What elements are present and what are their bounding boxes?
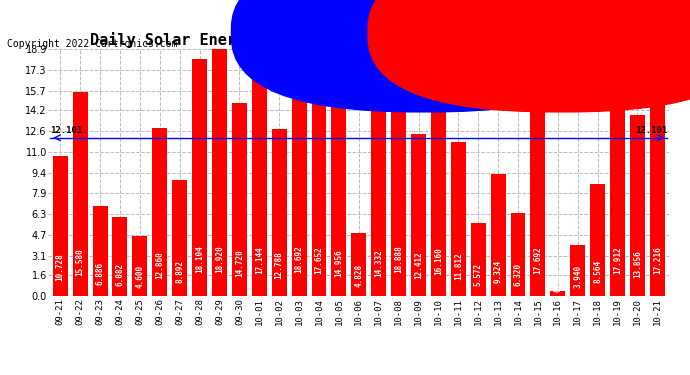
Bar	[391, 49, 406, 296]
Text: 17.912: 17.912	[613, 246, 622, 273]
Text: 12.412: 12.412	[414, 252, 423, 279]
Bar	[351, 233, 366, 296]
Text: 10.728: 10.728	[56, 254, 65, 281]
Text: 12.788: 12.788	[275, 251, 284, 279]
Bar	[252, 72, 267, 296]
Text: 18.692: 18.692	[295, 245, 304, 273]
Text: 6.886: 6.886	[95, 262, 105, 285]
Bar	[172, 180, 187, 296]
Title: Daily Solar Energy & Average  Production  Sat Oct 22  18:01: Daily Solar Energy & Average Production …	[90, 32, 628, 48]
Bar	[371, 109, 386, 296]
Bar	[292, 51, 306, 296]
Bar	[650, 71, 665, 296]
Text: 5.572: 5.572	[474, 263, 483, 286]
Text: 4.600: 4.600	[135, 264, 144, 288]
Text: 14.956: 14.956	[335, 249, 344, 277]
Text: 14.720: 14.720	[235, 249, 244, 277]
Bar	[610, 62, 625, 296]
Text: 17.216: 17.216	[653, 246, 662, 274]
Bar	[411, 134, 426, 296]
Text: 8.564: 8.564	[593, 260, 602, 284]
Text: 18.888: 18.888	[394, 245, 403, 273]
Text: 11.812: 11.812	[454, 252, 463, 280]
Text: 17.692: 17.692	[533, 246, 542, 274]
Text: 12.860: 12.860	[155, 251, 164, 279]
Bar	[511, 213, 526, 296]
Bar	[431, 85, 446, 296]
Text: 16.160: 16.160	[434, 248, 443, 275]
Text: 6.320: 6.320	[513, 262, 522, 286]
Text: 0.388: 0.388	[553, 269, 562, 292]
Bar	[152, 128, 167, 296]
Text: 9.324: 9.324	[493, 260, 502, 282]
Bar	[92, 206, 108, 296]
Bar	[491, 174, 506, 296]
Text: 18.104: 18.104	[195, 246, 204, 273]
Bar	[311, 65, 326, 296]
Text: 6.082: 6.082	[115, 263, 124, 286]
Text: 17.144: 17.144	[255, 247, 264, 274]
Bar	[551, 291, 565, 296]
FancyBboxPatch shape	[232, 0, 617, 112]
Bar	[212, 48, 227, 296]
Bar	[570, 244, 585, 296]
Text: 18.920: 18.920	[215, 245, 224, 273]
Bar	[451, 142, 466, 296]
Text: 3.940: 3.940	[573, 265, 582, 288]
Text: 12.101: 12.101	[635, 126, 667, 135]
Bar	[72, 92, 88, 296]
FancyBboxPatch shape	[368, 0, 690, 112]
Text: 17.652: 17.652	[315, 246, 324, 274]
Text: Copyright 2022 Cartronics.com: Copyright 2022 Cartronics.com	[7, 39, 177, 50]
Bar	[630, 115, 645, 296]
Bar	[590, 184, 605, 296]
Bar	[331, 100, 346, 296]
Bar	[531, 64, 545, 296]
Bar	[232, 104, 247, 296]
Bar	[52, 156, 68, 296]
Text: Average(kWh): Average(kWh)	[433, 28, 509, 38]
Text: 14.332: 14.332	[374, 249, 383, 277]
Bar	[192, 59, 207, 296]
Text: 8.892: 8.892	[175, 260, 184, 283]
Text: Daily(kWh): Daily(kWh)	[570, 28, 633, 38]
Text: 13.856: 13.856	[633, 250, 642, 278]
Bar	[471, 223, 486, 296]
Text: 12.101: 12.101	[50, 126, 83, 135]
Bar	[112, 217, 128, 296]
Bar	[132, 236, 148, 296]
Text: 4.828: 4.828	[354, 264, 364, 287]
Text: 15.580: 15.580	[76, 248, 85, 276]
Bar	[272, 129, 286, 296]
